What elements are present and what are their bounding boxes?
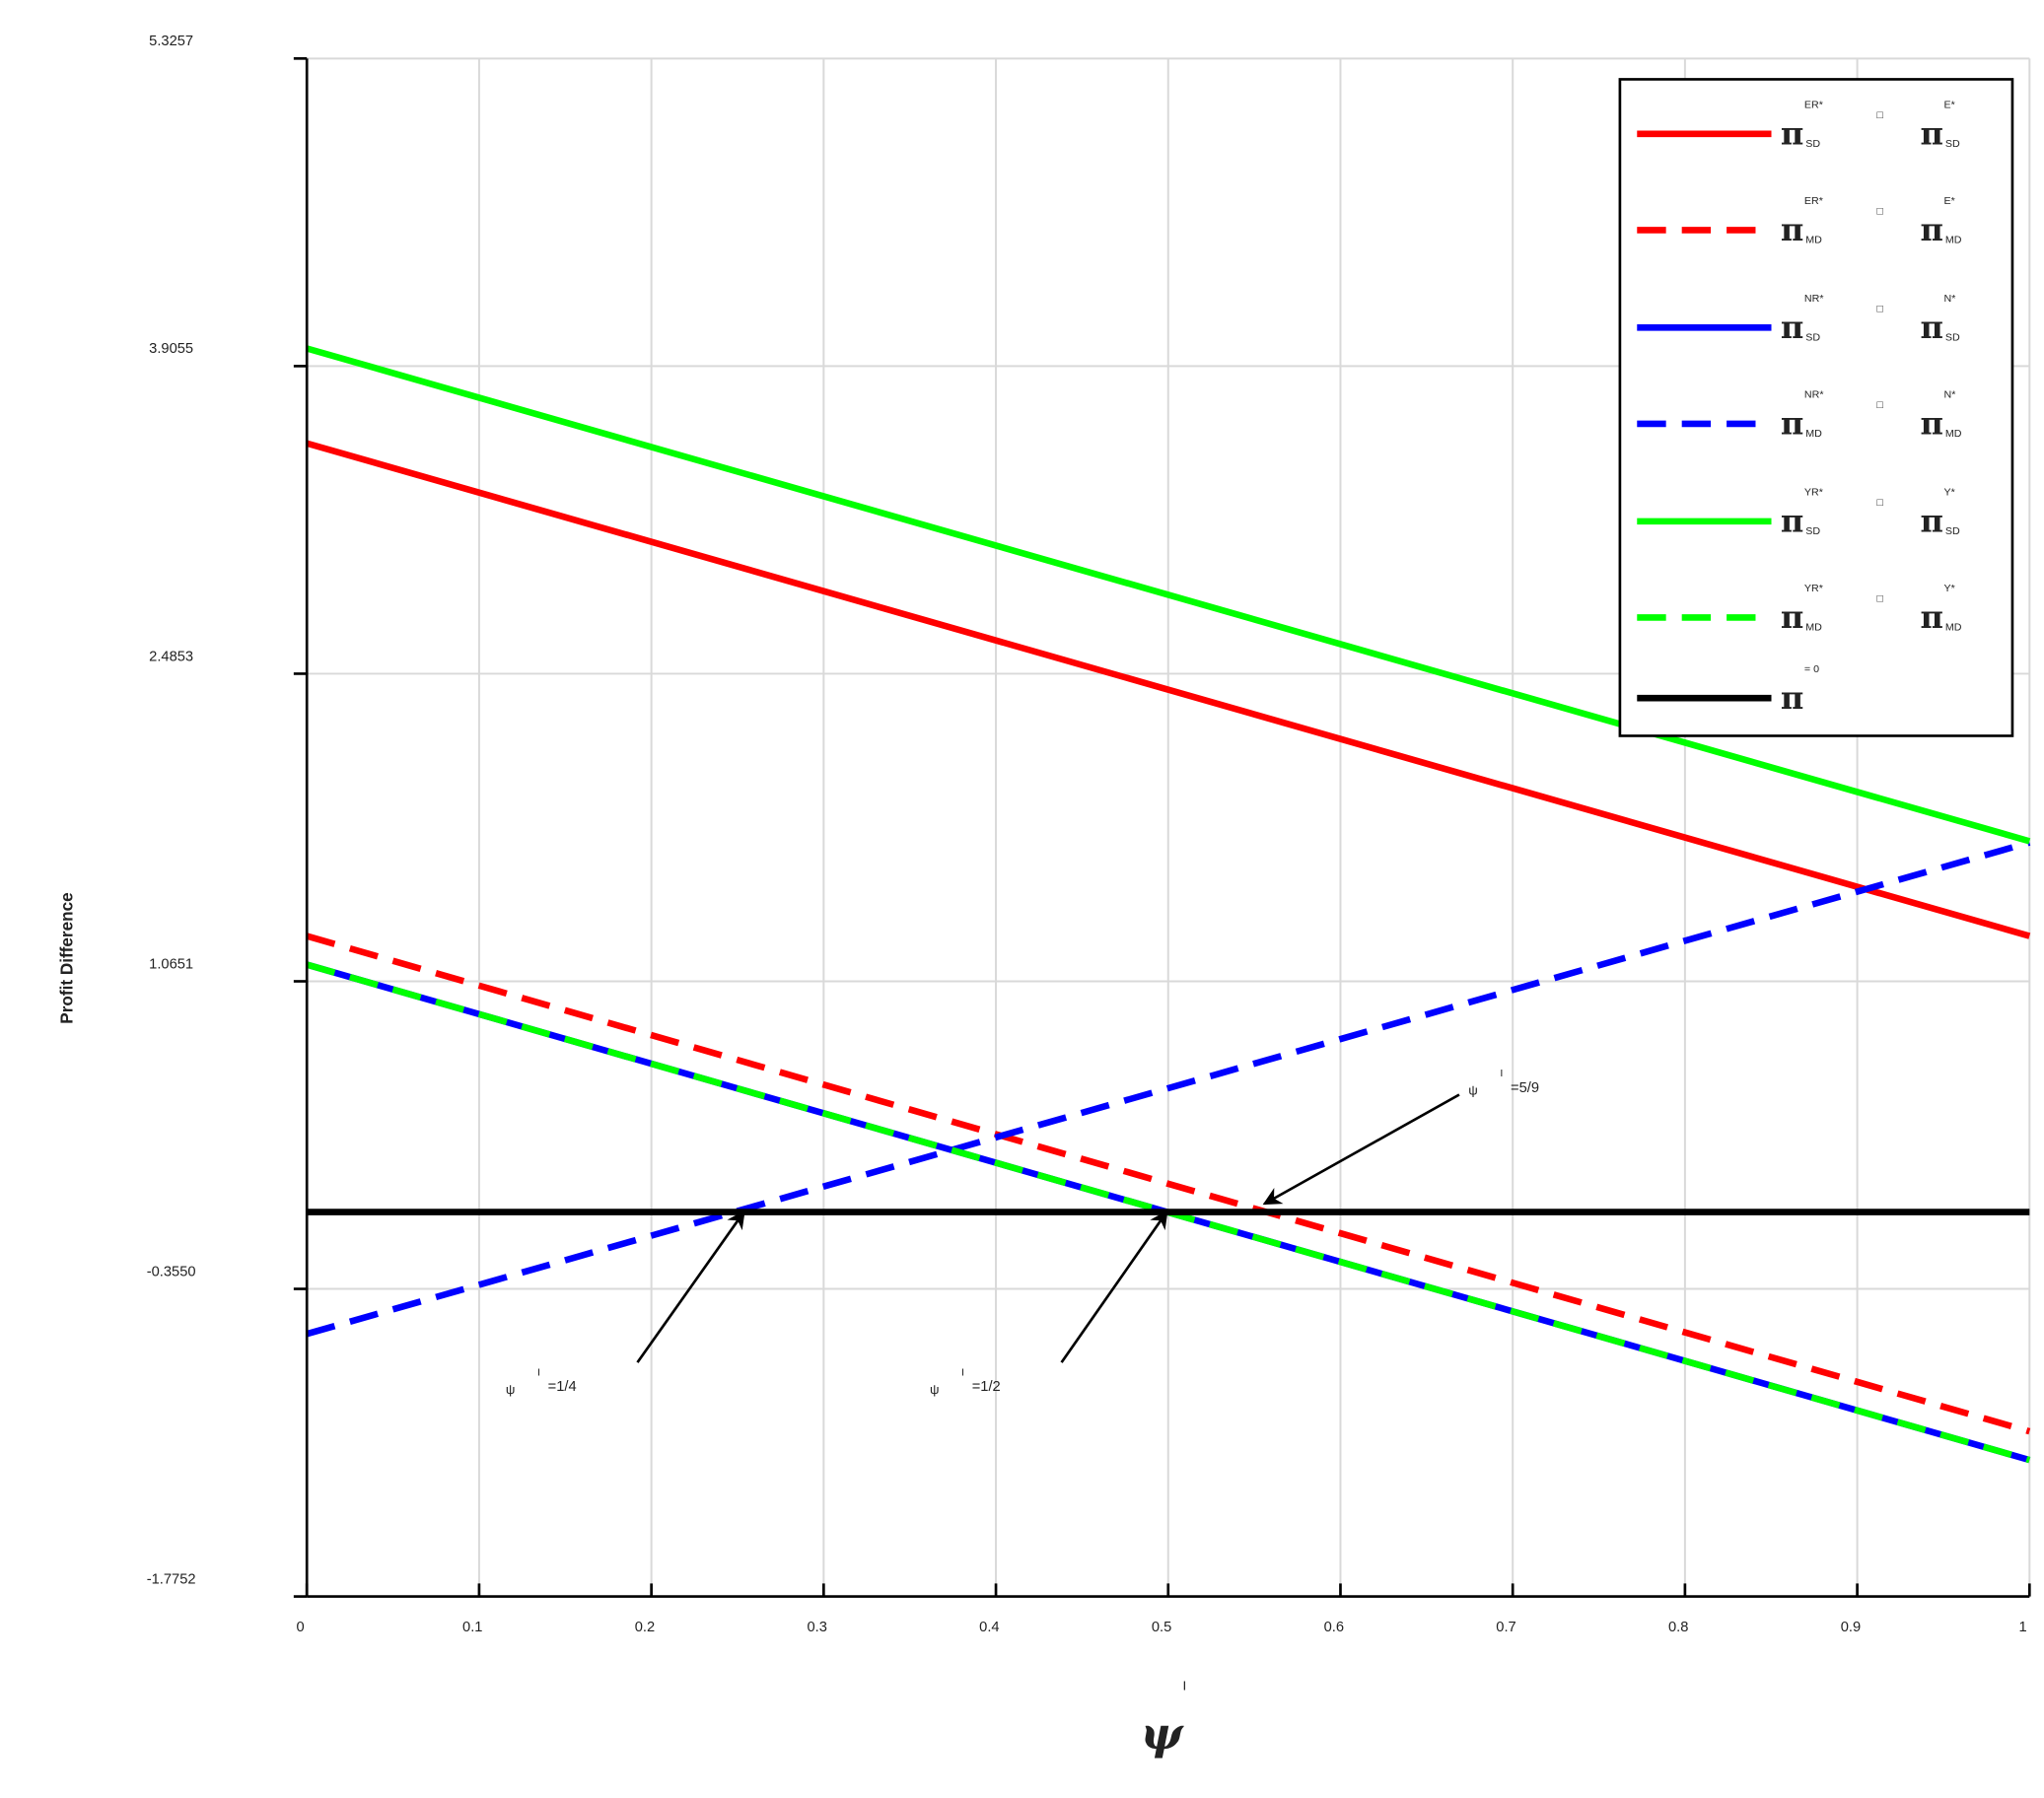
x-tick-label: 0.6 (1324, 1620, 1344, 1635)
legend-symbol: π (1920, 309, 1942, 346)
annotations: ψ I =1/4 ψ I =1/2 ψ I =5/9 (506, 1068, 1539, 1397)
axes: -1.7752 -0.3550 1.0651 2.4853 3.9055 5.3257 0 0… (147, 34, 2031, 1635)
legend-operator: □ (1876, 497, 1883, 509)
legend-sup: NR* (1804, 293, 1824, 305)
legend-symbol: π (1781, 211, 1803, 248)
legend-symbol: π (1920, 405, 1942, 443)
annotation-arrow (636, 1210, 745, 1363)
series-line (306, 345, 2031, 845)
legend-symbol: π (1781, 598, 1803, 636)
legend-operator: □ (1876, 206, 1883, 218)
annotation-sup: I (961, 1366, 964, 1378)
annotation-sup: I (1500, 1068, 1503, 1079)
x-tick-label: 0.2 (635, 1620, 655, 1635)
x-tick-label: 0 (296, 1620, 304, 1635)
legend-sub: MD (1945, 428, 1962, 440)
legend-operator: □ (1876, 399, 1883, 411)
legend-sup: ER* (1804, 100, 1823, 111)
y-tick-label: 2.4853 (149, 649, 193, 664)
legend-sub: MD (1805, 235, 1822, 246)
legend-sup: N* (1943, 293, 1955, 305)
y-tick-label: 5.3257 (149, 34, 193, 49)
y-tick-label: -1.7752 (147, 1571, 196, 1587)
legend-sup: Y* (1943, 583, 1954, 594)
legend-box (1618, 78, 2014, 737)
legend-operator: □ (1876, 593, 1883, 605)
legend-sup: NR* (1804, 389, 1824, 401)
x-tick-label: 0.1 (462, 1620, 482, 1635)
legend-operator: □ (1876, 304, 1883, 315)
legend-sup: YR* (1804, 487, 1823, 499)
legend-sup: E* (1943, 100, 1954, 111)
legend-sup: E* (1943, 195, 1954, 207)
series-line (306, 839, 2031, 1338)
legend-sub: SD (1805, 138, 1820, 150)
x-tick-label: 0.9 (1841, 1620, 1861, 1635)
annotation-arrow (1262, 1093, 1460, 1206)
annotation-text: =5/9 (1511, 1080, 1539, 1096)
plot-lines (306, 345, 2031, 1464)
x-tick-label: 0.5 (1152, 1620, 1171, 1635)
legend-sub: SD (1945, 332, 1960, 344)
legend-symbol: π (1781, 115, 1803, 153)
y-tick-label: 1.0651 (149, 956, 193, 972)
series-line (306, 440, 2031, 939)
annotation-symbol: ψ (506, 1382, 516, 1397)
x-tick-label: 0.7 (1496, 1620, 1515, 1635)
legend-sup: N* (1943, 389, 1955, 401)
legend-symbol: π (1781, 405, 1803, 443)
legend-sup: = 0 (1804, 663, 1819, 675)
legend-sub: SD (1805, 332, 1820, 344)
legend-symbol: π (1920, 211, 1942, 248)
legend-sup: YR* (1804, 583, 1823, 594)
y-tick-label: 3.9055 (149, 341, 193, 357)
legend-sub: MD (1805, 622, 1822, 634)
x-tick-label: 0.3 (807, 1620, 826, 1635)
legend-symbol: π (1920, 598, 1942, 636)
legend-symbol: π (1920, 503, 1942, 540)
grid (306, 57, 2031, 1598)
legend-symbol: π (1781, 309, 1803, 346)
annotation-text: =1/2 (972, 1379, 1001, 1395)
x-tick-label: 0.4 (979, 1620, 999, 1635)
x-tick-label: 0.8 (1668, 1620, 1688, 1635)
y-axis-label: Profit Difference (56, 892, 76, 1023)
annotation-arrow (1060, 1210, 1168, 1363)
annotation-symbol: ψ (930, 1382, 940, 1397)
legend-operator: □ (1876, 109, 1883, 121)
legend-symbol: π (1781, 503, 1803, 540)
annotation-text: =1/4 (548, 1379, 577, 1395)
annotation-sup: I (537, 1366, 540, 1378)
legend-sub: MD (1945, 622, 1962, 634)
series-line (306, 933, 2031, 1435)
legend-sub: SD (1805, 525, 1820, 537)
legend-sub: MD (1805, 428, 1822, 440)
x-axis-label-sup: I (1182, 1679, 1186, 1694)
legend-symbol: π (1920, 115, 1942, 153)
legend-sub: SD (1945, 525, 1960, 537)
legend-sub: MD (1945, 235, 1962, 246)
legend-symbol: π (1781, 679, 1803, 717)
legend-sup: ER* (1804, 195, 1823, 207)
y-tick-label: -0.3550 (147, 1264, 196, 1279)
x-tick-label: 1 (2019, 1620, 2027, 1635)
annotation-symbol: ψ (1468, 1083, 1478, 1098)
legend-sub: SD (1945, 138, 1960, 150)
x-axis-label: ψ (1141, 1707, 1184, 1760)
legend-sup: Y* (1943, 487, 1954, 499)
